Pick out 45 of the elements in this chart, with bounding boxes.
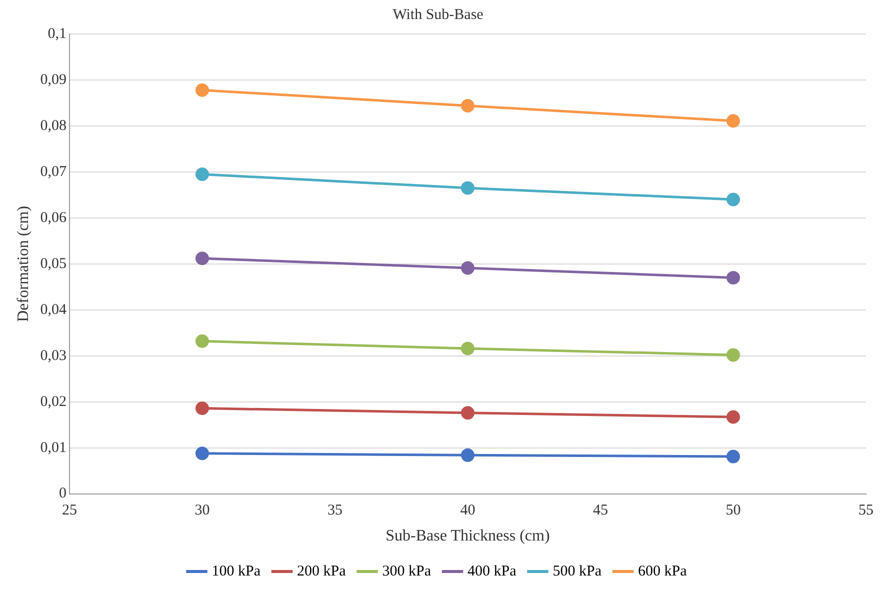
y-tick-label: 0 xyxy=(58,486,66,502)
point xyxy=(726,192,740,206)
point xyxy=(195,252,209,266)
point xyxy=(460,406,474,420)
legend-label: 600 kPa xyxy=(638,563,688,580)
point xyxy=(460,261,474,275)
point xyxy=(726,450,740,464)
point xyxy=(726,270,740,284)
point xyxy=(460,342,474,356)
x-tick-label: 35 xyxy=(327,502,342,519)
point xyxy=(460,181,474,195)
x-axis-title: Sub-Base Thickness (cm) xyxy=(386,528,550,545)
point xyxy=(726,348,740,362)
y-tick-label: 0,04 xyxy=(40,302,67,318)
point xyxy=(726,410,740,424)
legend-label: 100 kPa xyxy=(212,563,261,580)
legend-label: 200 kPa xyxy=(297,563,346,580)
x-tick-label: 40 xyxy=(460,502,476,519)
chart-title: With Sub-Base xyxy=(392,6,484,23)
point xyxy=(195,402,209,416)
point xyxy=(726,114,740,128)
point xyxy=(460,98,474,112)
legend-label: 500 kPa xyxy=(552,563,602,580)
x-tick-label: 55 xyxy=(858,502,874,519)
y-tick-label: 0,08 xyxy=(40,118,66,134)
point xyxy=(195,334,209,348)
y-tick-label: 0,05 xyxy=(40,256,66,272)
legend-label: 400 kPa xyxy=(468,563,517,580)
point xyxy=(195,446,209,460)
y-tick-label: 0,01 xyxy=(40,440,66,456)
y-tick-label: 0,09 xyxy=(40,72,66,88)
x-tick-label: 25 xyxy=(62,502,77,519)
x-tick-label: 45 xyxy=(592,502,608,519)
point xyxy=(460,448,474,462)
y-tick-label: 0,02 xyxy=(40,394,66,410)
x-tick-label: 30 xyxy=(194,502,210,519)
y-tick-label: 0,1 xyxy=(48,26,66,42)
point xyxy=(195,167,209,181)
x-tick-label: 50 xyxy=(726,502,741,519)
legend-label: 300 kPa xyxy=(382,563,432,580)
y-tick-label: 0,03 xyxy=(40,348,66,364)
point xyxy=(195,83,209,97)
y-tick-label: 0,06 xyxy=(40,210,67,226)
y-axis-title: Deformation (cm) xyxy=(14,206,32,322)
y-tick-label: 0,07 xyxy=(40,164,67,180)
